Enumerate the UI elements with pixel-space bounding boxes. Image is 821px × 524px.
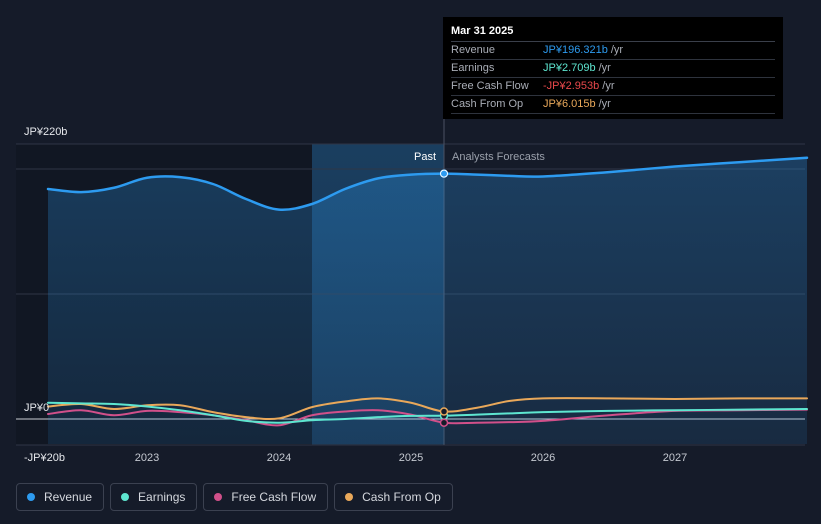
tooltip-value: JP¥6.015b: [543, 98, 596, 110]
forecast-label: Analysts Forecasts: [452, 151, 545, 163]
tooltip: Mar 31 2025 Revenue JP¥196.321b /yr Earn…: [443, 17, 783, 119]
legend-item-revenue[interactable]: Revenue: [16, 483, 105, 511]
y-tick-label: -JP¥20b: [24, 452, 65, 464]
y-tick-label: JP¥220b: [24, 126, 67, 138]
legend-item-free-cash-flow[interactable]: Free Cash Flow: [203, 483, 329, 511]
cash-from-op-line: [47, 397, 808, 421]
legend-dot-icon: [121, 493, 130, 501]
tooltip-label: Revenue: [451, 44, 496, 56]
x-tick-label: 2025: [399, 452, 423, 464]
legend-item-cash-from-op[interactable]: Cash From Op: [334, 483, 453, 511]
x-tick-label: 2026: [531, 452, 555, 464]
legend-label: Free Cash Flow: [231, 490, 317, 504]
tooltip-label: Free Cash Flow: [451, 80, 529, 92]
x-tick-label: 2023: [135, 452, 159, 464]
legend-item-earnings[interactable]: Earnings: [110, 483, 198, 511]
tooltip-unit: /yr: [598, 98, 611, 110]
revenue-area: [48, 157, 807, 444]
y-tick-label: JP¥0: [24, 402, 49, 414]
free-cash-flow-marker: [439, 418, 449, 427]
tooltip-unit: /yr: [610, 44, 624, 56]
legend-dot-icon: [214, 493, 223, 501]
x-tick-label: 2027: [663, 452, 687, 464]
tooltip-row-revenue: Revenue JP¥196.321b /yr: [451, 42, 775, 60]
tooltip-unit: /yr: [598, 62, 611, 74]
past-label: Past: [414, 151, 436, 163]
tooltip-value: -JP¥2.953b: [543, 80, 600, 92]
legend: Revenue Earnings Free Cash Flow Cash Fro…: [16, 483, 453, 511]
tooltip-row-earnings: Earnings JP¥2.709b /yr: [451, 60, 775, 78]
earnings-line: [47, 401, 808, 424]
free-cash-flow-line: [47, 408, 808, 427]
tooltip-row-free-cash-flow: Free Cash Flow -JP¥2.953b /yr: [451, 78, 775, 96]
cash-from-op-marker: [439, 407, 449, 416]
tooltip-date: Mar 31 2025: [451, 24, 775, 42]
revenue-marker-highlight: [440, 169, 448, 178]
tooltip-label: Cash From Op: [451, 98, 524, 110]
legend-label: Earnings: [138, 490, 186, 504]
legend-dot-icon: [345, 493, 354, 501]
legend-label: Cash From Op: [362, 490, 441, 504]
tooltip-value: JP¥196.321b: [543, 44, 608, 56]
tooltip-value: JP¥2.709b: [543, 62, 596, 74]
tooltip-row-cash-from-op: Cash From Op JP¥6.015b /yr: [451, 96, 775, 114]
x-tick-label: 2024: [267, 452, 291, 464]
legend-label: Revenue: [44, 490, 93, 504]
revenue-line: [46, 156, 809, 212]
legend-dot-icon: [27, 493, 35, 501]
tooltip-label: Earnings: [451, 62, 495, 74]
tooltip-unit: /yr: [602, 80, 615, 92]
